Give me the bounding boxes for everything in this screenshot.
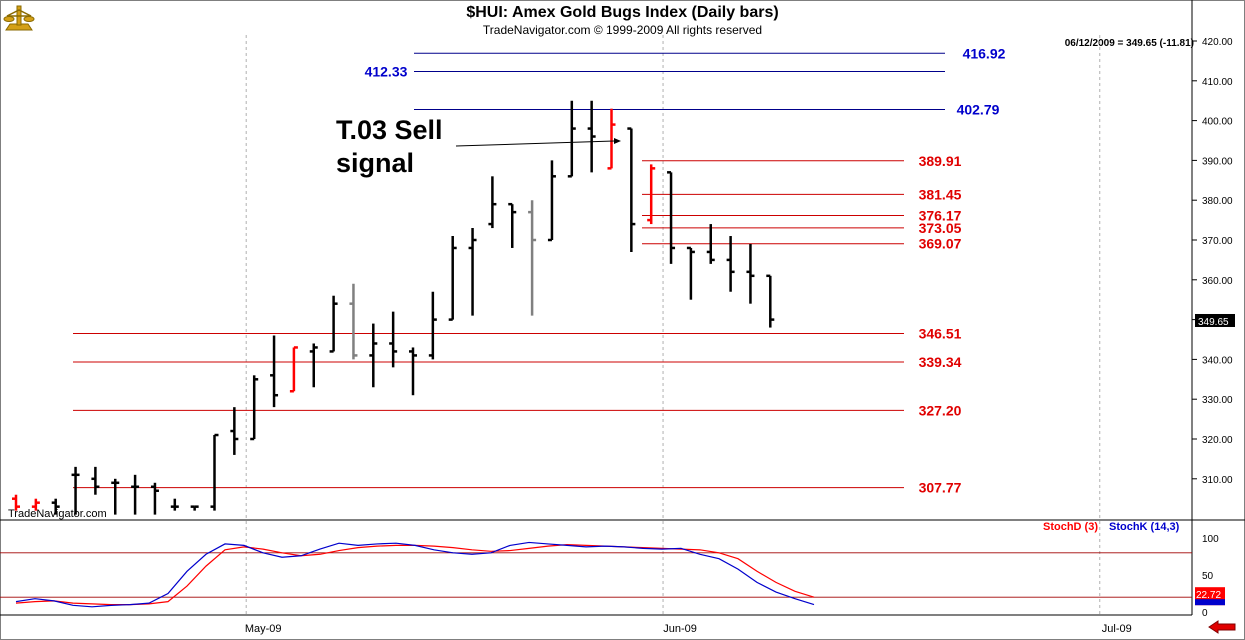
price-bar — [31, 498, 40, 511]
x-tick-label: Jul-09 — [1102, 623, 1132, 635]
legend-stoch-d: StochD (3) — [1043, 521, 1098, 533]
price-bar — [131, 474, 140, 515]
y-tick-label: 420.00 — [1202, 37, 1233, 48]
logo-pan-right — [23, 16, 35, 22]
price-bar — [329, 295, 338, 353]
price-bar — [468, 228, 477, 316]
price-bar — [270, 335, 279, 408]
price-bar — [349, 283, 358, 360]
price-bar — [91, 466, 100, 495]
copyright-subtitle: TradeNavigator.com © 1999-2009 All right… — [482, 23, 763, 37]
price-bar — [766, 274, 775, 328]
price-bar — [289, 346, 298, 393]
price-bar — [190, 505, 199, 511]
stoch-tick-label: 50 — [1202, 571, 1214, 582]
level-label: 346.51 — [919, 325, 962, 341]
y-tick-label: 340.00 — [1202, 355, 1233, 366]
logo-beam — [6, 9, 32, 17]
price-bar — [607, 108, 616, 170]
y-tick-label: 330.00 — [1202, 395, 1233, 406]
logo-base — [5, 23, 33, 31]
level-label: 381.45 — [919, 186, 962, 202]
price-bar — [547, 160, 556, 242]
price-bar — [250, 375, 259, 441]
last-price-box — [1195, 313, 1235, 327]
price-bar — [686, 246, 695, 300]
price-bar — [726, 236, 735, 292]
level-label: 389.91 — [919, 153, 962, 169]
price-bar — [706, 224, 715, 264]
price-bar — [12, 494, 20, 511]
price-bar — [647, 164, 656, 225]
stoch-tick-label: 100 — [1202, 534, 1219, 545]
stoch-tick-label: 0 — [1202, 608, 1208, 619]
price-bar — [448, 236, 457, 321]
price-bar — [71, 466, 80, 515]
y-tick-label: 410.00 — [1202, 77, 1233, 88]
chart-title: $HUI: Amex Gold Bugs Index (Daily bars) — [466, 4, 779, 21]
price-bar — [369, 323, 378, 388]
price-bar — [389, 311, 398, 368]
level-label: 412.33 — [365, 64, 408, 80]
stoch-series-line — [15, 541, 815, 608]
stoch-value-label: 22.72 — [1196, 590, 1221, 601]
legend-stoch-k: StochK (14,3) — [1109, 521, 1180, 533]
scroll-left-arrow-icon[interactable] — [1207, 620, 1237, 634]
sell-signal-line2: signal — [336, 148, 415, 178]
price-bar — [488, 176, 497, 229]
price-bar — [528, 200, 537, 316]
price-bar — [567, 100, 576, 178]
price-bar — [309, 343, 318, 388]
level-label: 402.79 — [957, 101, 1000, 117]
level-label: 373.05 — [919, 220, 962, 236]
watermark-text: TradeNavigator.com — [8, 508, 107, 520]
price-bar — [627, 127, 636, 252]
level-label: 376.17 — [919, 207, 962, 223]
level-label: 339.34 — [919, 354, 962, 370]
y-tick-label: 370.00 — [1202, 236, 1233, 247]
last-price-label: 349.65 — [1198, 317, 1229, 328]
price-bar — [508, 202, 517, 248]
stoch-k-value-box — [1195, 599, 1225, 606]
signal-arrow-head — [614, 138, 621, 144]
x-tick-label: May-09 — [245, 623, 282, 635]
price-bar — [111, 478, 120, 515]
price-bar — [587, 100, 596, 173]
price-bar — [170, 498, 179, 511]
y-tick-label: 360.00 — [1202, 276, 1233, 287]
price-bar — [150, 482, 159, 515]
stoch-series-line — [15, 544, 815, 606]
sell-signal-annotation: T.03 Sell signal — [336, 114, 443, 180]
signal-arrow-line — [455, 140, 615, 147]
y-tick-label: 390.00 — [1202, 156, 1233, 167]
level-label: 307.77 — [919, 480, 962, 496]
sell-signal-line1: T.03 Sell — [336, 115, 443, 145]
level-label: 327.20 — [919, 402, 962, 418]
logo-pan-left — [3, 16, 15, 22]
price-readout: 06/12/2009 = 349.65 (-11.81) — [1064, 38, 1194, 49]
x-tick-label: Jun-09 — [663, 623, 697, 635]
y-tick-label: 310.00 — [1202, 475, 1233, 486]
price-bar — [230, 407, 239, 455]
level-label: 369.07 — [919, 236, 962, 252]
price-bar — [746, 243, 755, 304]
y-tick-label: 320.00 — [1202, 435, 1233, 446]
price-bar — [51, 498, 60, 515]
price-bar — [210, 433, 219, 511]
price-bar — [409, 347, 417, 396]
price-bar — [667, 171, 676, 264]
y-tick-label: 400.00 — [1202, 117, 1233, 128]
price-bar — [428, 291, 437, 360]
trade-navigator-logo — [3, 5, 35, 31]
level-label: 416.92 — [963, 45, 1006, 61]
y-tick-label: 380.00 — [1202, 196, 1233, 207]
